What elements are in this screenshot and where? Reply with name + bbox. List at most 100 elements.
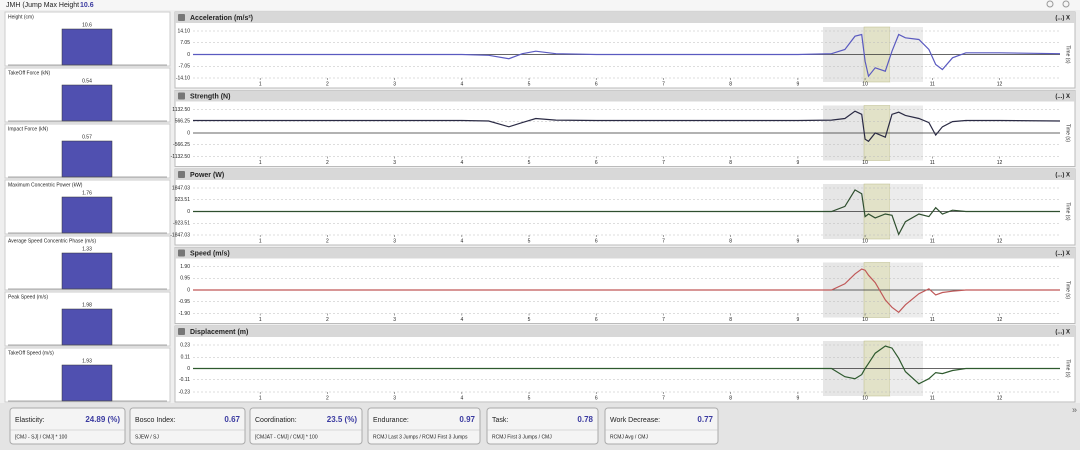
y-tick-label: 0 — [187, 287, 190, 293]
y-tick-label: 1132.50 — [172, 107, 190, 113]
header-value: 10.6 — [80, 2, 94, 9]
x-tick-label: 2 — [326, 81, 329, 87]
card-value: 0.67 — [224, 415, 240, 424]
x-tick-label: 8 — [729, 317, 732, 323]
chart-title: Strength (N) — [190, 93, 230, 100]
x-axis-label: Time (s) — [1065, 202, 1071, 220]
chart-icon — [178, 92, 185, 100]
x-tick-label: 9 — [796, 238, 799, 244]
y-tick-label: 1.90 — [180, 264, 190, 270]
x-tick-label: 6 — [595, 238, 598, 244]
x-axis-label: Time (s) — [1065, 45, 1071, 63]
chart-title: Displacement (m) — [190, 329, 248, 336]
x-tick-label: 4 — [460, 317, 463, 323]
indicator-bar — [61, 140, 113, 178]
x-tick-label: 5 — [528, 160, 531, 166]
chart-panel — [174, 90, 1076, 167]
indicator-bar — [61, 364, 113, 402]
chart-panel — [174, 11, 1076, 89]
card-label: Task: — [492, 417, 508, 424]
data-line — [193, 33, 1061, 78]
data-line — [193, 345, 1060, 385]
chart-title: Power (W) — [190, 172, 224, 179]
chart-panel — [174, 247, 1076, 324]
indicator-title: Average Speed Concentric Phase (m/s) — [8, 238, 96, 244]
x-tick-label: 6 — [595, 160, 598, 166]
y-tick-label: -7.05 — [179, 64, 191, 70]
x-tick-label: 1 — [259, 395, 262, 401]
chart-icon — [178, 171, 185, 178]
y-tick-label: 0.95 — [180, 276, 190, 282]
chart-header — [175, 169, 1075, 180]
indicator-value: 1.93 — [82, 358, 92, 364]
card-formula: RCMJ First 3 Jumps / CMJ — [492, 434, 552, 440]
window-icon[interactable] — [1062, 0, 1070, 8]
x-tick-label: 7 — [662, 395, 665, 401]
x-tick-label: 4 — [460, 81, 463, 87]
indicator-bar — [61, 252, 113, 290]
x-tick-label: 11 — [930, 395, 935, 401]
y-tick-label: 14.10 — [177, 28, 190, 34]
x-tick-label: 6 — [595, 317, 598, 323]
indicator-title: Impact Force (kN) — [8, 126, 48, 132]
indicator-title: Height (cm) — [8, 14, 34, 20]
x-tick-label: 3 — [393, 395, 396, 401]
x-tick-label: 7 — [662, 238, 665, 244]
x-tick-label: 3 — [393, 238, 396, 244]
indicator-value: 0.57 — [82, 134, 92, 140]
x-axis-label: Time (s) — [1065, 124, 1071, 142]
expand-toggle[interactable]: » — [1072, 404, 1077, 414]
y-tick-label: 0 — [187, 52, 190, 58]
x-tick-label: 5 — [528, 81, 531, 87]
x-tick-label: 8 — [729, 238, 732, 244]
x-tick-label: 10 — [862, 160, 868, 166]
window-icon[interactable] — [1046, 0, 1054, 8]
chart-controls[interactable]: (...) X — [1055, 173, 1070, 179]
card-formula: RCMJ Last 3 Jumps / RCMJ First 3 Jumps — [373, 434, 468, 440]
chart-controls[interactable]: (...) X — [1055, 251, 1070, 257]
x-tick-label: 2 — [326, 395, 329, 401]
x-tick-label: 12 — [997, 317, 1003, 323]
x-tick-label: 5 — [528, 317, 531, 323]
chart-controls[interactable]: (...) X — [1055, 94, 1070, 100]
metric-card — [367, 407, 481, 445]
y-tick-label: 0.23 — [180, 342, 190, 348]
x-axis-label: Time (s) — [1065, 281, 1071, 299]
x-tick-label: 11 — [930, 81, 935, 87]
indicator-title: Peak Speed (m/s) — [8, 294, 48, 300]
metric-card — [486, 407, 599, 445]
card-formula: RCMJ Avg / CMJ — [610, 434, 648, 440]
x-tick-label: 12 — [997, 160, 1003, 166]
x-tick-label: 5 — [528, 395, 531, 401]
y-tick-label: 0.11 — [181, 355, 191, 361]
indicator-bar — [61, 308, 113, 346]
chart-panel — [174, 325, 1076, 403]
x-tick-label: 7 — [662, 160, 665, 166]
data-line — [193, 268, 1060, 314]
x-tick-label: 10 — [862, 395, 868, 401]
y-tick-label: -566.25 — [173, 142, 190, 148]
y-tick-label: -14.10 — [176, 75, 190, 81]
chart-controls[interactable]: (...) X — [1055, 330, 1070, 336]
indicator-title: Maximum Concentric Power (kW) — [8, 182, 83, 188]
card-value: 0.77 — [697, 415, 713, 424]
chart-title: Speed (m/s) — [190, 250, 230, 257]
chart-header — [175, 247, 1075, 259]
y-tick-label: 566.25 — [175, 119, 191, 125]
chart-controls[interactable]: (...) X — [1055, 16, 1070, 22]
indicator-value: 1.98 — [82, 302, 92, 308]
card-value: 24.89 (%) — [85, 415, 120, 424]
y-tick-label: 0 — [187, 209, 190, 215]
x-tick-label: 2 — [326, 160, 329, 166]
x-tick-label: 8 — [729, 395, 732, 401]
card-label: Endurance: — [373, 417, 409, 424]
y-tick-label: -0.11 — [179, 377, 190, 383]
x-tick-label: 1 — [259, 81, 262, 87]
x-tick-label: 12 — [997, 395, 1003, 401]
indicator-bar — [61, 196, 113, 234]
chart-icon — [178, 14, 185, 21]
x-tick-label: 11 — [930, 317, 935, 323]
x-tick-label: 8 — [729, 160, 732, 166]
x-tick-label: 10 — [862, 238, 868, 244]
